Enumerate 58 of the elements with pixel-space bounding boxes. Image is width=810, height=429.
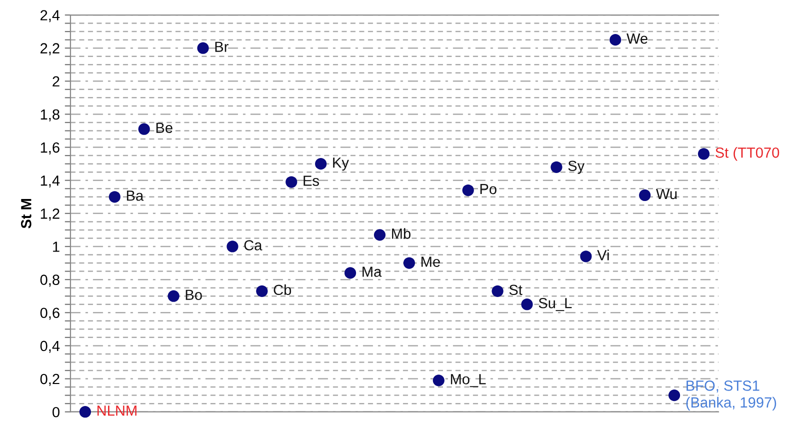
y-tick-label: 2,2 [40,43,60,56]
data-label: St (TT070 [716,147,780,161]
data-label: Br [215,42,228,52]
point [492,285,504,297]
point [462,184,474,196]
point [550,161,562,173]
point [639,189,651,202]
point [79,406,92,418]
point [668,389,680,402]
data-label: Es [304,176,319,186]
data-label: We [626,34,648,44]
data-label: Be [156,122,172,134]
data-label: Mo_L [450,374,486,388]
point [226,240,238,252]
data-label: Me [422,256,440,267]
point [108,191,120,203]
point [403,257,416,269]
y-tick-label: 1,2 [40,208,60,221]
data-label: Mb [392,228,410,239]
data-label: Ca [244,240,262,250]
y-tick-label: 0 [52,406,60,418]
point [256,285,268,297]
y-tick-label: 1,6 [40,142,60,154]
y-tick-label: 0,2 [40,374,60,386]
y-tick-label: 2,4 [40,10,60,22]
data-label: Po [480,184,496,194]
y-tick-label: 0,6 [40,308,60,320]
data-label: Ba [126,190,144,201]
point [374,229,386,241]
point [521,298,533,310]
data-label: Ky [333,158,349,171]
y-tick-label: 2 [52,76,60,86]
data-label: Su_L [538,298,572,312]
y-tick-label: 0,8 [40,274,60,287]
point [168,290,180,302]
point [610,34,622,46]
data-label: Ma [362,266,382,277]
y-tick-label: 1,8 [40,109,60,122]
data-label: St [509,284,522,296]
point [138,123,150,135]
y-axis-title: St M [21,199,32,228]
data-label: Vi [597,250,609,260]
point [580,250,592,262]
point [315,158,327,170]
data-label: Sy [568,160,585,174]
y-tick-label: 0,4 [40,340,60,353]
data-label: NLNM [98,406,136,416]
y-tick-label: 1 [53,242,60,252]
y-tick-label: 1,4 [40,176,60,188]
data-label: Cb [274,284,292,296]
point [432,374,444,386]
point [698,148,710,160]
point [344,267,356,279]
point [197,42,209,54]
data-label: Wu [656,188,677,200]
data-label: Bo [186,290,202,300]
data-label: BFO, STS1 (Banka, 1997) [686,380,776,410]
point [286,176,298,188]
